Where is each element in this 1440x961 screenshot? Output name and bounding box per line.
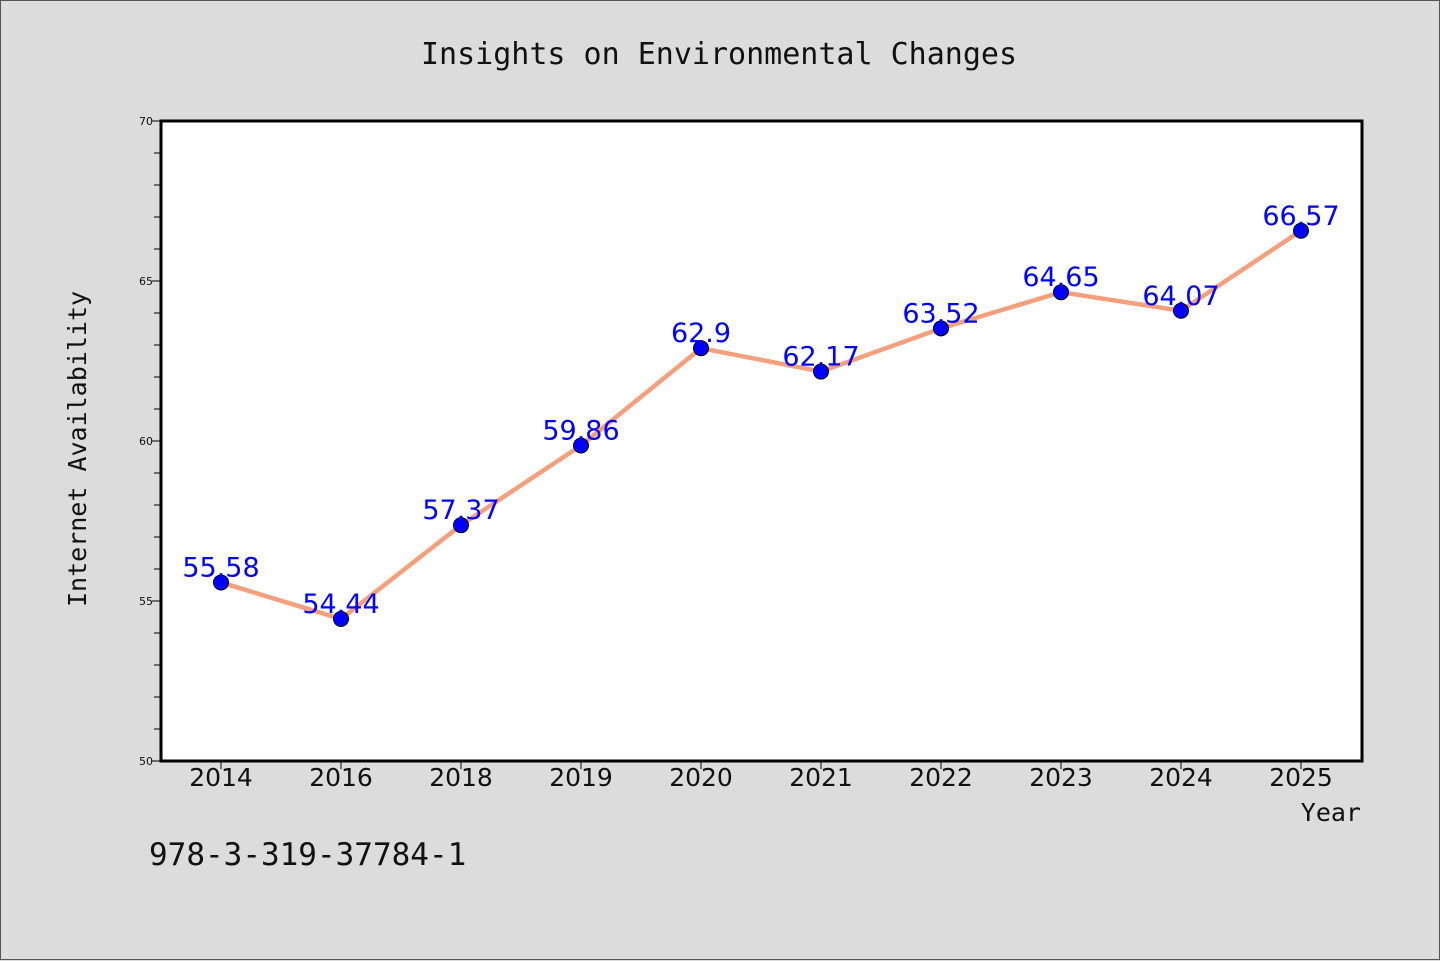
y-axis-label: Internet Availability: [63, 291, 92, 607]
data-point: [1173, 302, 1189, 319]
x-tick-label: 2016: [309, 763, 373, 792]
data-point: [333, 610, 349, 627]
y-tick-label: 55: [139, 595, 153, 608]
series-layer: [213, 222, 1309, 627]
data-label: 59.86: [542, 415, 619, 446]
plot-area: [161, 121, 1362, 761]
data-label: 57.37: [422, 495, 499, 526]
y-tick-label: 60: [139, 435, 153, 448]
x-tick-label: 2018: [429, 763, 493, 792]
data-label: 62.9: [671, 318, 731, 349]
x-tick-label: 2021: [789, 763, 853, 792]
x-tick-label: 2020: [669, 763, 733, 792]
data-label: 54.44: [302, 589, 379, 620]
x-tick-label: 2025: [1269, 763, 1333, 792]
data-label: 66.57: [1262, 201, 1339, 232]
data-label: 63.52: [902, 298, 979, 329]
x-tick-label: 2014: [189, 763, 253, 792]
data-point: [1293, 222, 1309, 239]
data-label: 64.65: [1022, 262, 1099, 293]
x-axis-label: Year: [1301, 798, 1361, 827]
data-point: [1053, 284, 1069, 301]
data-label: 55.58: [182, 552, 259, 583]
data-point: [813, 363, 829, 380]
data-labels: 55.58 54.44 57.37 59.86 62.9 62.17 63.52 64.65 6…: [182, 201, 1339, 620]
y-axis-ticks: 50 55 60 65 70: [139, 115, 161, 768]
data-point: [933, 320, 949, 337]
series-line: [218, 228, 1304, 622]
data-label: 64.07: [1142, 281, 1219, 312]
x-tick-label: 2019: [549, 763, 613, 792]
isbn-text: 978-3-319-37784-1: [149, 837, 466, 873]
data-point: [453, 517, 469, 534]
x-tick-label: 2022: [909, 763, 973, 792]
chart-title: Insights on Environmental Changes: [421, 37, 1017, 72]
y-tick-label: 65: [139, 275, 153, 288]
data-point: [693, 340, 709, 357]
data-label: 62.17: [782, 342, 859, 373]
x-tick-label: 2023: [1029, 763, 1093, 792]
data-point: [213, 574, 229, 591]
x-axis-ticks: 2014 2016 2018 2019 2020 2021 2022 2023 2024 2025: [189, 761, 1333, 792]
y-tick-label: 50: [139, 755, 153, 768]
data-point: [573, 437, 589, 454]
x-tick-label: 2024: [1149, 763, 1213, 792]
plot-frame: [159, 119, 1364, 763]
y-tick-label: 70: [139, 115, 153, 128]
